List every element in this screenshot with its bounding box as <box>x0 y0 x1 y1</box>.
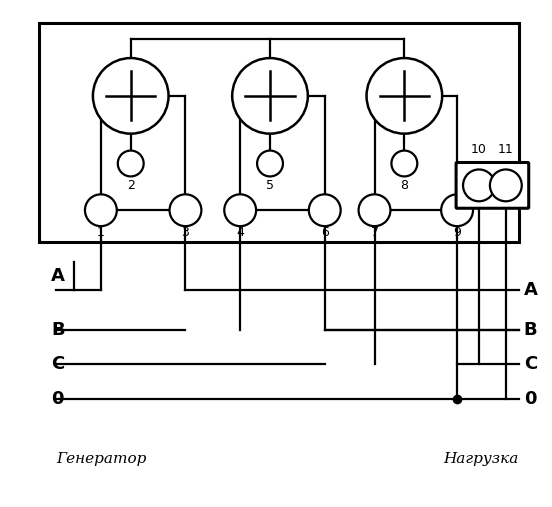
Text: 3: 3 <box>182 226 189 239</box>
Text: C: C <box>524 355 537 373</box>
Circle shape <box>85 194 117 226</box>
Circle shape <box>391 151 417 176</box>
Circle shape <box>463 169 495 201</box>
Circle shape <box>367 58 442 134</box>
Text: 4: 4 <box>236 226 244 239</box>
Bar <box>39 23 519 242</box>
Text: 2: 2 <box>127 179 135 192</box>
Circle shape <box>309 194 341 226</box>
Circle shape <box>441 194 473 226</box>
Text: B: B <box>51 320 65 339</box>
Text: 7: 7 <box>370 226 379 239</box>
Circle shape <box>224 194 256 226</box>
Text: 9: 9 <box>453 226 461 239</box>
Circle shape <box>232 58 308 134</box>
Text: 0: 0 <box>51 390 63 408</box>
Text: Генератор: Генератор <box>56 452 146 466</box>
Text: B: B <box>524 320 537 339</box>
Text: 11: 11 <box>498 142 514 156</box>
Circle shape <box>169 194 201 226</box>
Circle shape <box>93 58 168 134</box>
Text: C: C <box>51 355 65 373</box>
Text: A: A <box>51 267 65 285</box>
Text: 8: 8 <box>400 179 408 192</box>
Text: 0: 0 <box>524 390 536 408</box>
Text: 6: 6 <box>321 226 328 239</box>
Circle shape <box>257 151 283 176</box>
Circle shape <box>490 169 522 201</box>
Text: A: A <box>524 281 538 299</box>
Text: 1: 1 <box>97 226 105 239</box>
Text: Нагрузка: Нагрузка <box>443 452 519 466</box>
Text: 10: 10 <box>471 142 487 156</box>
Circle shape <box>359 194 390 226</box>
Text: 5: 5 <box>266 179 274 192</box>
FancyBboxPatch shape <box>456 163 529 208</box>
Circle shape <box>118 151 144 176</box>
